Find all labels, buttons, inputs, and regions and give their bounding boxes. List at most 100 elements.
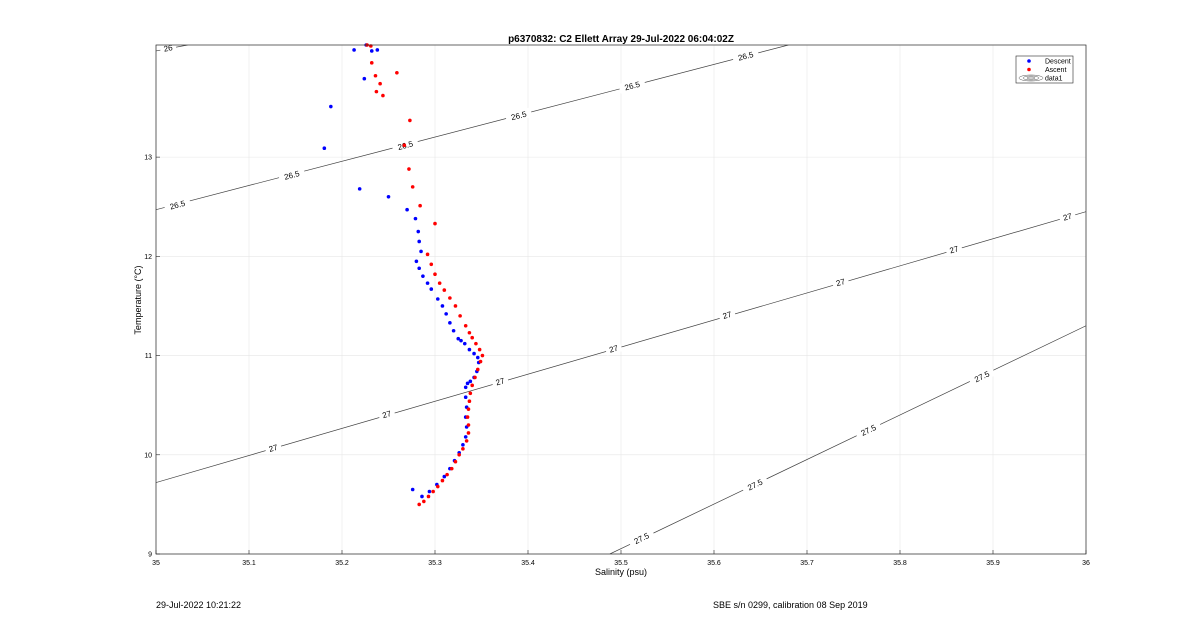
ascent-point [475, 367, 480, 372]
descent-point [442, 474, 447, 479]
ascent-point [402, 143, 407, 148]
ascent-point [465, 415, 470, 419]
contour-label-text: 27 [722, 310, 734, 321]
contour-label-text: 27 [949, 244, 961, 255]
ascent-point [478, 359, 483, 364]
descent-point [322, 146, 327, 150]
ascent-point [470, 383, 475, 388]
x-tick-label: 35.7 [800, 560, 814, 567]
contour-label: 26.5 [618, 77, 647, 94]
contour-label-text: 26.5 [283, 169, 301, 182]
contour-label-text: 26.5 [624, 80, 642, 93]
contour-label-text: 27 [608, 343, 620, 354]
legend-box [1015, 55, 1074, 84]
contour-label-bg [854, 419, 883, 441]
ascent-point [381, 93, 385, 98]
descent-point [421, 274, 425, 278]
contour-label: 27 [831, 275, 850, 290]
ascent-point [433, 272, 437, 276]
x-tick-label: 35 [152, 560, 160, 567]
contour-label-text: 26 [163, 43, 174, 54]
ascent-point [429, 262, 434, 267]
contour-label-bg [377, 407, 396, 422]
descent-point [463, 395, 468, 400]
ascent-point [373, 73, 378, 78]
descent-point [413, 216, 418, 221]
legend-ascent-label: Ascent [1045, 67, 1066, 74]
descent-point [429, 287, 434, 291]
ascent-point [463, 323, 468, 328]
ascent-point [410, 185, 415, 189]
y-axis-label: Temperature (°C) [133, 265, 143, 334]
descent-point [386, 195, 391, 199]
x-tick-label: 35.5 [614, 560, 628, 567]
ascent-point [466, 407, 471, 411]
descent-point [357, 187, 362, 191]
ascent-point [467, 330, 472, 335]
contour-label: 27 [491, 374, 510, 389]
contour-label-bg [717, 307, 737, 322]
y-axis-ticks: 9 10 11 12 13 [144, 155, 160, 559]
descent-point [416, 229, 421, 234]
x-tick-label: 35.6 [707, 560, 721, 567]
contour-line [156, 45, 789, 211]
contour-label: 26.5 [504, 107, 533, 124]
ascent-point [418, 203, 422, 208]
contour-label: 26.5 [731, 47, 760, 65]
contour-label-bg [627, 527, 656, 549]
contour-label-bg [944, 242, 964, 257]
data-points [322, 43, 485, 507]
descent-point [362, 76, 367, 81]
ascent-point [449, 466, 454, 471]
ascent-point [433, 221, 437, 226]
descent-point [440, 304, 445, 308]
descent-point [463, 385, 468, 390]
descent-point [475, 355, 480, 360]
ascent-point [477, 347, 482, 352]
ascent-point [431, 489, 435, 494]
contour-label: 27 [377, 407, 396, 422]
footer-calibration: SBE s/n 0299, calibration 08 Sep 2019 [713, 600, 868, 610]
contour-label-bg [491, 374, 510, 389]
ascent-point [407, 167, 411, 171]
contour-label-bg [1058, 209, 1077, 224]
descent-point [465, 381, 470, 386]
contour-label-bg [741, 474, 769, 495]
contour-label-bg [831, 275, 850, 290]
x-tick-label: 35.1 [242, 560, 256, 567]
ascent-point [426, 494, 431, 499]
ascent-point [458, 314, 462, 318]
ascent-point [445, 472, 449, 477]
contour-label: 27 [1058, 209, 1077, 224]
descent-point [425, 281, 430, 285]
contour-label: 26.5 [277, 166, 306, 184]
contour-label-text: 26.5 [737, 50, 755, 63]
descent-point [462, 341, 467, 346]
x-tick-label: 35.3 [428, 560, 442, 567]
legend: Descent Ascent data1 [1015, 55, 1074, 84]
descent-point [461, 443, 465, 447]
ascent-point [474, 341, 478, 346]
y-tick-label: 10 [144, 452, 152, 459]
ascent-point [417, 502, 421, 507]
ascent-point [473, 375, 477, 380]
contour-label-bg [731, 47, 760, 65]
descent-point [435, 297, 440, 301]
descent-point [405, 207, 409, 212]
contour-label-text: 26.5 [169, 199, 187, 212]
contour-label-bg [163, 196, 192, 213]
descent-point [420, 494, 424, 499]
contour-line [609, 325, 1086, 554]
ascent-point [453, 304, 458, 308]
legend-descent-label: Descent [1045, 59, 1071, 66]
y-tick-label: 13 [144, 155, 152, 162]
legend-ascent-marker [1027, 67, 1031, 72]
contour-label: 27 [604, 341, 623, 356]
descent-point [369, 49, 374, 53]
contour-label-text: 27 [495, 376, 507, 387]
x-tick-label: 35.8 [893, 560, 907, 567]
contour-label-bg [604, 341, 623, 356]
ascent-point [448, 296, 452, 300]
y-tick-label: 11 [145, 353, 152, 360]
